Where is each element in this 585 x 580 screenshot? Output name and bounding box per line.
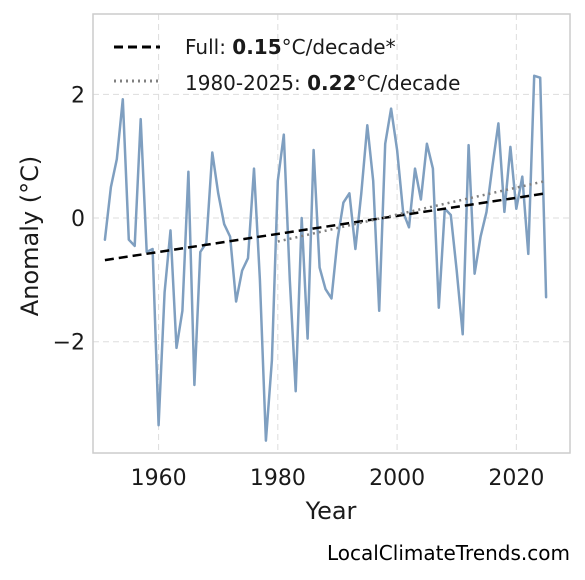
anomaly-series-line	[103, 74, 548, 442]
legend-full-prefix: Full:	[185, 35, 232, 59]
y-tick-label: −2	[53, 331, 85, 356]
y-tick-label: 0	[71, 207, 85, 232]
tick-labels: 1960 1980 2000 2020 −2 0 2	[53, 83, 545, 491]
plot-series	[103, 74, 548, 442]
legend-full-value: 0.15	[232, 35, 281, 59]
recent-trend-line	[277, 179, 547, 243]
x-tick-label: 2000	[369, 466, 425, 491]
legend-recent-value: 0.22	[307, 71, 356, 95]
grid-lines	[93, 14, 570, 453]
x-tick-label: 1980	[250, 466, 306, 491]
legend-full-suffix: °C/decade*	[282, 35, 396, 59]
full-trend-line	[104, 192, 547, 262]
source-label: LocalClimateTrends.com	[327, 541, 570, 565]
legend-recent-suffix: °C/decade	[356, 71, 460, 95]
y-tick-label: 2	[71, 83, 85, 108]
y-axis-title: Anomaly (°C)	[16, 156, 44, 316]
plot-frame	[92, 13, 571, 454]
x-tick-label: 2020	[488, 466, 544, 491]
x-axis-title: Year	[305, 497, 357, 525]
legend-recent-trend-label: 1980-2025: 0.22°C/decade	[185, 71, 460, 95]
x-tick-label: 1960	[131, 466, 187, 491]
legend-full-trend-label: Full: 0.15°C/decade*	[185, 35, 396, 59]
legend-recent-prefix: 1980-2025:	[185, 71, 307, 95]
legend: Full: 0.15°C/decade* 1980-2025: 0.22°C/d…	[114, 35, 460, 95]
